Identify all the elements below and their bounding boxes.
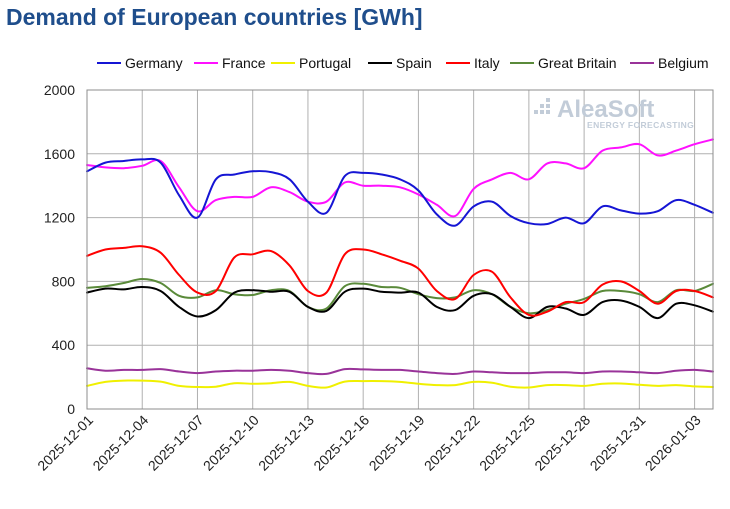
legend: Germany France Portugal Spain Italy Great Bri… xyxy=(97,55,709,71)
aleasoft-logo-tagline: ENERGY FORECASTING xyxy=(587,120,694,130)
y-tick-label: 400 xyxy=(52,337,76,353)
aleasoft-logo-icon xyxy=(534,98,550,114)
series-line-germany xyxy=(86,157,714,227)
y-tick-label: 0 xyxy=(67,401,75,417)
legend-label: Germany xyxy=(125,55,183,71)
legend-label: Italy xyxy=(474,55,500,71)
x-tick-label: 2025-12-13 xyxy=(255,412,317,474)
y-tick-label: 2000 xyxy=(44,82,75,98)
x-tick-label: 2025-12-04 xyxy=(89,412,151,474)
x-tick-label: 2025-12-31 xyxy=(587,412,649,474)
series-line-france xyxy=(86,138,714,218)
chart-title: Demand of European countries [GWh] xyxy=(6,4,423,30)
legend-label: France xyxy=(222,55,266,71)
series-line-portugal xyxy=(86,379,714,389)
y-tick-label: 800 xyxy=(52,273,76,289)
x-tick-label: 2025-12-28 xyxy=(531,412,593,474)
aleasoft-watermark: AleaSoft ENERGY FORECASTING xyxy=(534,96,694,130)
grid xyxy=(86,89,713,409)
legend-label: Spain xyxy=(396,55,432,71)
series-line-spain xyxy=(86,285,714,320)
legend-label: Great Britain xyxy=(538,55,617,71)
plot-area-frame xyxy=(86,89,714,410)
series-line-belgium xyxy=(86,367,714,376)
x-tick-label: 2025-12-19 xyxy=(366,412,428,474)
x-tick-label: 2025-12-22 xyxy=(421,412,483,474)
series-lines xyxy=(86,138,714,389)
legend-label: Portugal xyxy=(299,55,351,71)
legend-label: Belgium xyxy=(658,55,709,71)
x-tick-label: 2025-12-16 xyxy=(310,412,372,474)
y-tick-label: 1600 xyxy=(44,146,75,162)
series-line-italy xyxy=(86,245,714,317)
x-tick-label: 2025-12-01 xyxy=(34,412,96,474)
x-tick-label: 2025-12-07 xyxy=(145,412,207,474)
series-line-great-britain xyxy=(86,278,714,315)
aleasoft-logo-name: AleaSoft xyxy=(557,96,654,123)
y-tick-label: 1200 xyxy=(44,210,75,226)
axes: 04008001200160020002025-12-012025-12-042… xyxy=(34,82,714,474)
x-tick-label: 2026-01-03 xyxy=(642,412,704,474)
x-tick-label: 2025-12-10 xyxy=(200,412,262,474)
x-tick-label: 2025-12-25 xyxy=(476,412,538,474)
